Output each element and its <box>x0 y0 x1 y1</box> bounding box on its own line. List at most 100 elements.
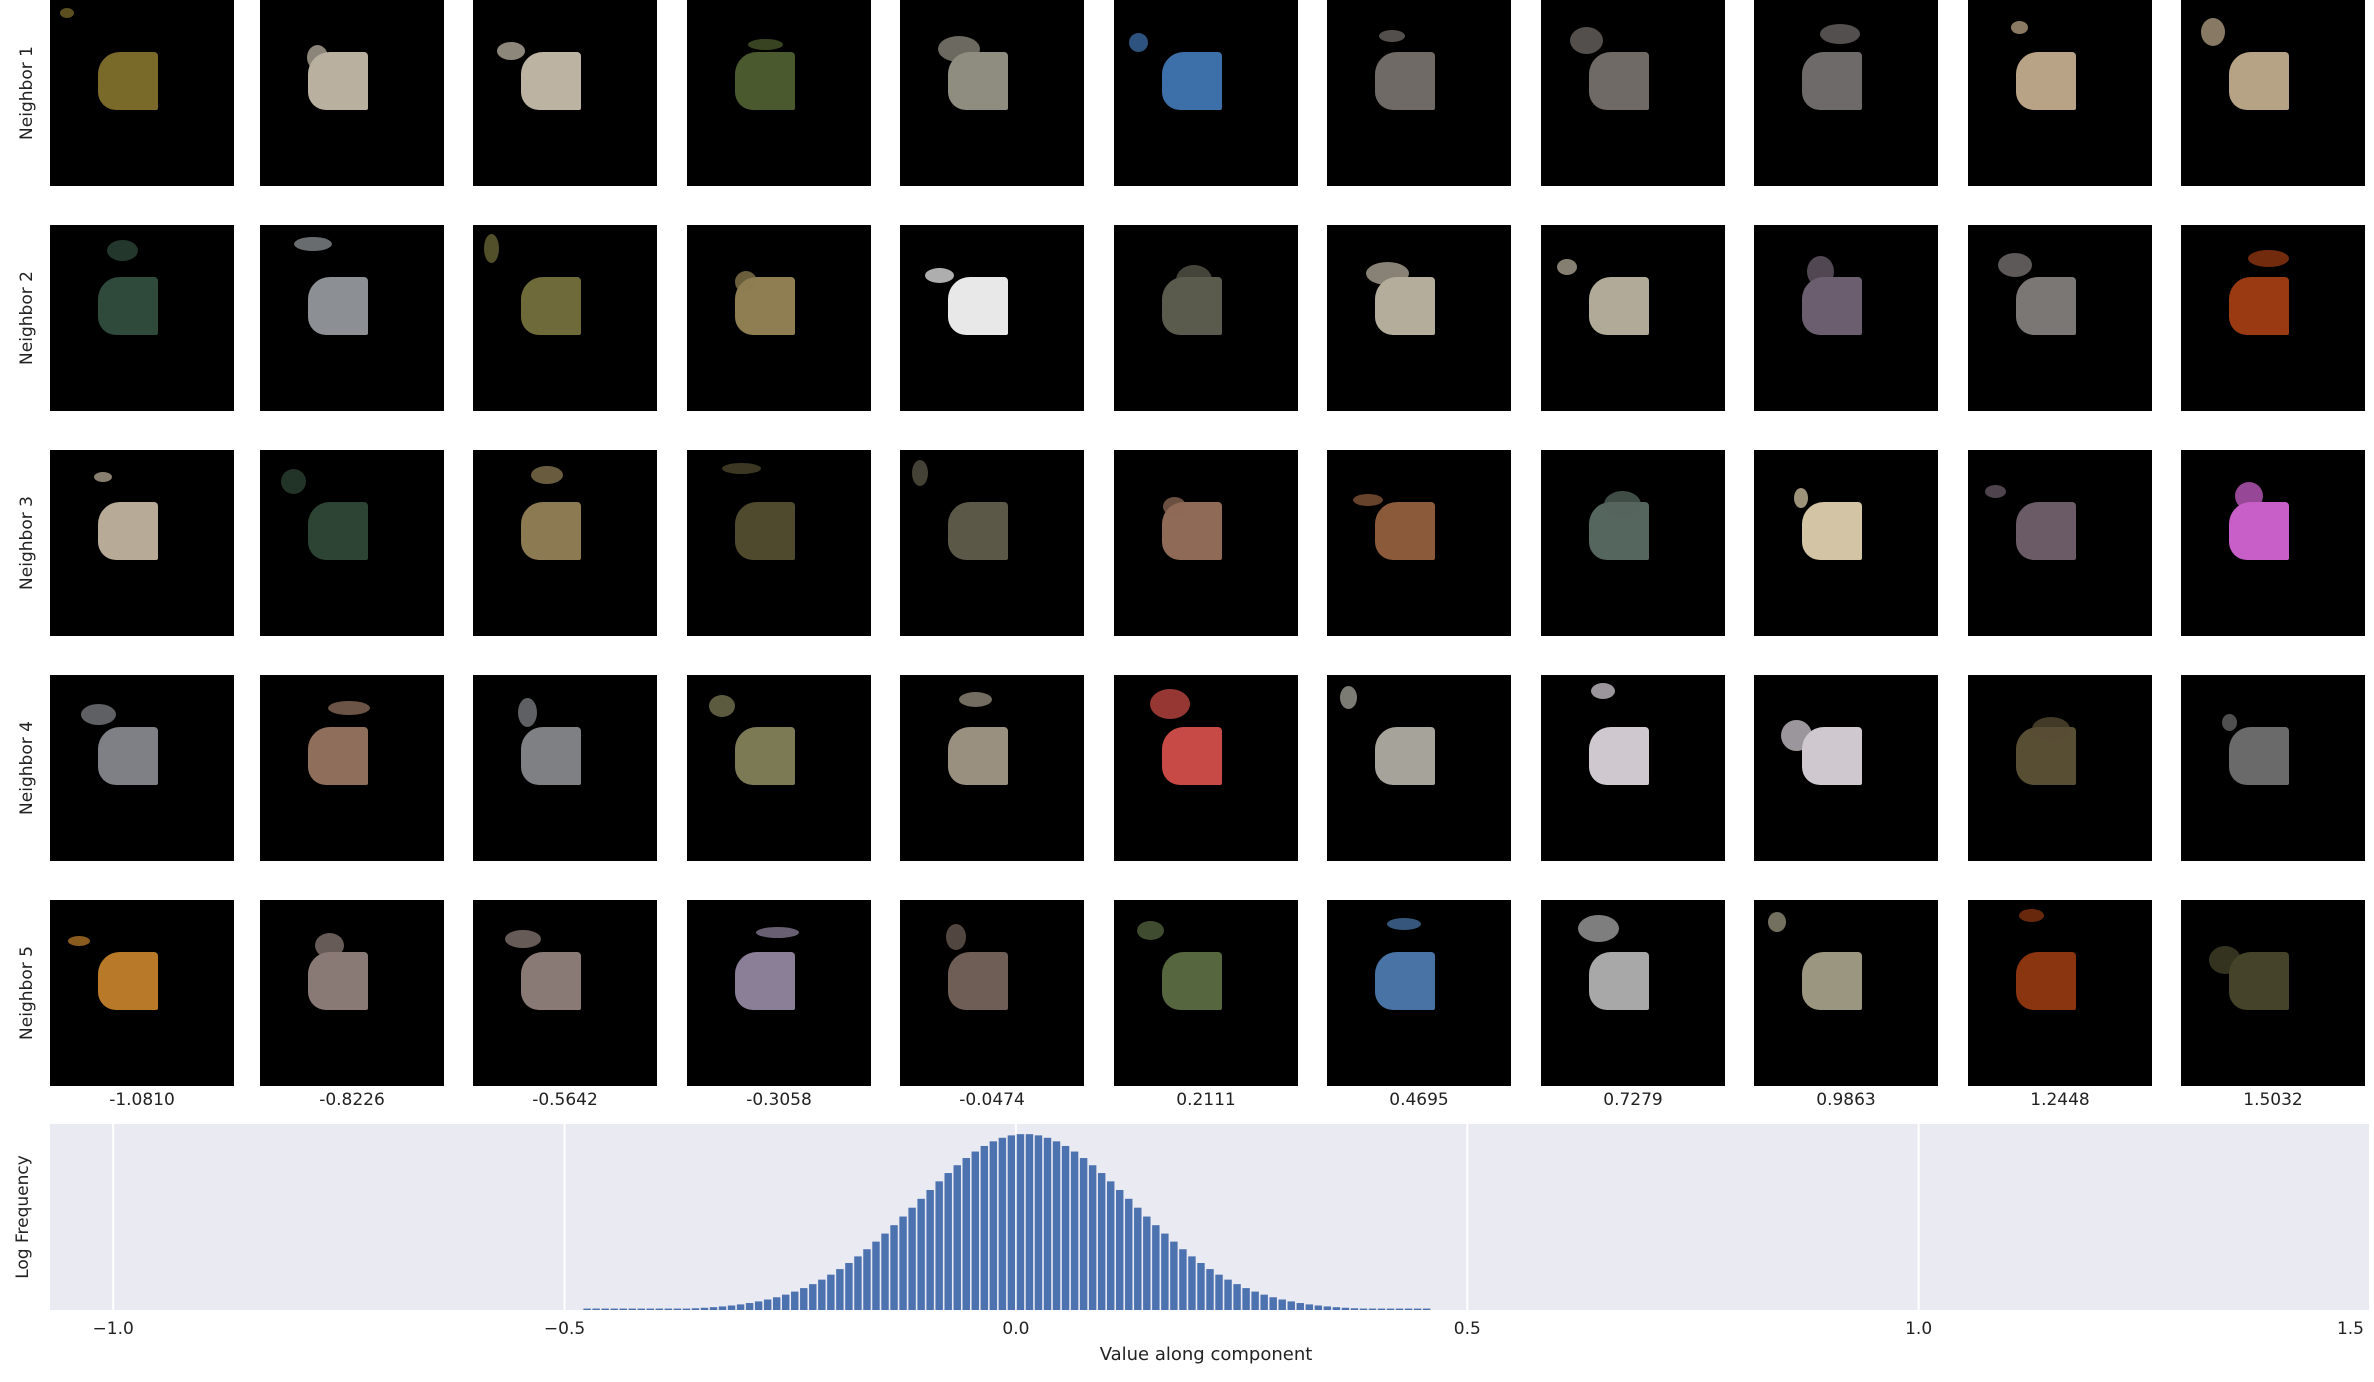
histogram-bar <box>1106 1181 1115 1310</box>
histogram-bar <box>691 1308 700 1310</box>
segment-blob <box>518 698 537 727</box>
segment-blob <box>81 704 116 725</box>
neighbor-image-tile <box>260 675 444 861</box>
segment-blob <box>1807 256 1834 287</box>
segment-patch <box>2229 727 2289 785</box>
histogram-bar <box>1413 1308 1422 1310</box>
x-tick-label: −0.5 <box>544 1319 585 1339</box>
segment-blob <box>1379 30 1405 42</box>
histogram-bar <box>1206 1269 1214 1310</box>
histogram-bar <box>1025 1134 1034 1310</box>
histogram-bar <box>908 1207 916 1310</box>
histogram-bar <box>827 1274 835 1310</box>
histogram-bar <box>791 1291 799 1310</box>
segment-patch <box>2016 277 2076 335</box>
segment-blob <box>2209 946 2241 974</box>
segment-blob <box>1578 915 1619 942</box>
segment-blob <box>294 237 332 251</box>
segment-patch <box>1589 727 1649 785</box>
histogram-bar <box>1368 1308 1377 1310</box>
histogram-bar <box>619 1308 627 1310</box>
neighbor-image-tile <box>1541 0 1725 186</box>
histogram-bar <box>610 1308 618 1310</box>
neighbor-image-tile <box>1114 900 1298 1086</box>
segment-patch <box>98 52 158 110</box>
segment-blob <box>2222 714 2237 731</box>
histogram-bar <box>1242 1288 1250 1310</box>
neighbor-image-tile <box>1754 225 1938 411</box>
neighbor-image-tile <box>687 900 871 1086</box>
segment-patch <box>521 952 581 1010</box>
neighbor-image-tile <box>1541 450 1725 636</box>
segment-patch <box>948 502 1008 560</box>
segment-blob <box>1129 33 1148 52</box>
segment-patch <box>735 952 795 1010</box>
segment-patch <box>1802 952 1862 1010</box>
column-value-label: -0.0474 <box>959 1090 1025 1110</box>
neighbor-image-tile <box>1114 225 1298 411</box>
histogram-bar <box>1224 1279 1232 1310</box>
histogram-bar <box>1125 1198 1133 1310</box>
histogram-bar <box>1143 1216 1151 1310</box>
segment-patch <box>308 502 368 560</box>
segment-patch <box>1802 727 1862 785</box>
segment-blob <box>497 42 525 60</box>
neighbor-image-tile <box>687 675 871 861</box>
neighbor-image-tile <box>2181 675 2365 861</box>
segment-blob <box>925 268 954 283</box>
segment-blob <box>2235 482 2263 510</box>
histogram-bar <box>664 1308 673 1310</box>
histogram-bar <box>1061 1145 1070 1310</box>
segment-blob <box>748 39 783 50</box>
row-label-neighbor-5: Neighbor 5 <box>12 900 42 1086</box>
neighbor-image-tile <box>1541 900 1725 1086</box>
segment-blob <box>756 927 799 938</box>
neighbor-image-tile <box>900 450 1084 636</box>
neighbor-image-tile <box>1327 675 1511 861</box>
segment-blob <box>1591 683 1615 699</box>
neighbor-image-tile <box>260 225 444 411</box>
neighbor-image-tile <box>687 0 871 186</box>
histogram-bar <box>1079 1158 1088 1310</box>
segment-patch <box>735 727 795 785</box>
neighbor-image-tile <box>900 675 1084 861</box>
column-value-label: 0.2111 <box>1176 1090 1236 1110</box>
segment-patch <box>521 727 581 785</box>
segment-blob <box>722 463 761 474</box>
histogram-bar <box>836 1269 844 1310</box>
histogram-bar <box>1341 1307 1350 1310</box>
histogram-bar <box>754 1301 763 1310</box>
histogram-bar <box>1251 1291 1259 1310</box>
histogram-bar <box>1260 1294 1268 1310</box>
log-frequency-histogram: −1.0 −0.5 0.0 0.5 1.0 1.5 Value along componen… <box>13 1124 2371 1365</box>
histogram-bar <box>1359 1308 1368 1310</box>
y-axis-label: Log Frequency <box>13 1155 33 1279</box>
neighbor-image-tile <box>2181 225 2365 411</box>
segment-patch <box>1162 952 1222 1010</box>
neighbor-image-tile <box>50 225 234 411</box>
segment-patch <box>98 502 158 560</box>
neighbor-image-tile <box>1968 900 2152 1086</box>
x-tick-label: 1.0 <box>1905 1319 1932 1339</box>
column-value-label: -0.8226 <box>319 1090 385 1110</box>
histogram-bar <box>1404 1308 1413 1310</box>
histogram-bar <box>1422 1308 1431 1310</box>
histogram-bar <box>700 1307 709 1310</box>
segment-blob <box>531 466 563 484</box>
segment-patch <box>1802 502 1862 560</box>
histogram-bar <box>881 1233 889 1310</box>
neighbor-image-grid: Neighbor 1 Neighbor 2 Neighbor 3 Neighbor 4… <box>12 0 2365 1110</box>
segment-blob <box>1794 488 1808 508</box>
neighbor-image-tile <box>1754 675 1938 861</box>
segment-patch <box>2229 52 2289 110</box>
row-label-neighbor-4: Neighbor 4 <box>12 675 42 861</box>
neighbor-image-tile <box>900 0 1084 186</box>
histogram-bar <box>854 1256 862 1310</box>
x-axis-label: Value along component <box>1100 1344 1313 1365</box>
histogram-bar <box>718 1306 727 1310</box>
histogram-bar <box>845 1262 853 1310</box>
histogram-bar <box>1305 1304 1314 1310</box>
histogram-bar <box>899 1216 907 1310</box>
neighbor-image-tile <box>1754 0 1938 186</box>
neighbor-image-tile <box>1968 0 2152 186</box>
